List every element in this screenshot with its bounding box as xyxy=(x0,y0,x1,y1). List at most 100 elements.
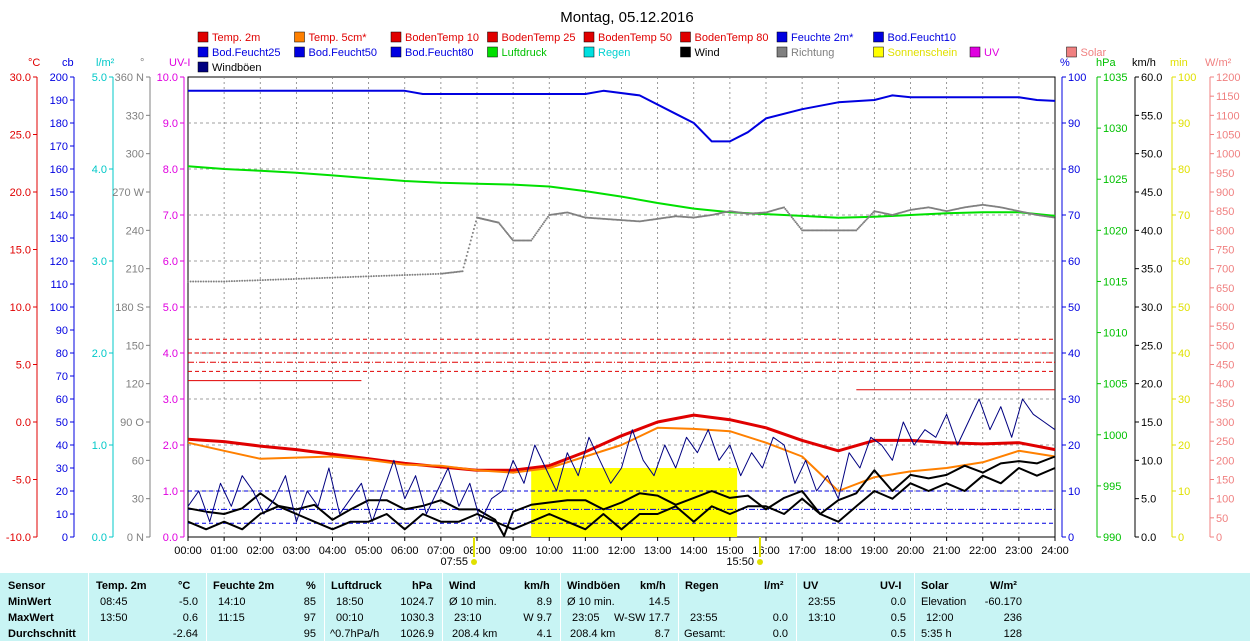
stats-wind-unit: km/h xyxy=(524,580,550,592)
x-tick-label: 23:00 xyxy=(1005,545,1033,557)
axis-tick-label-dir: 360 N xyxy=(115,72,144,84)
stats-gust-min-time: Ø 10 min. xyxy=(567,596,615,608)
axis-tick-label-temp: -10.0 xyxy=(6,532,31,544)
stats-wind-avg-value: 4.1 xyxy=(536,628,552,640)
data-point-richtung xyxy=(220,280,223,283)
data-point-richtung xyxy=(192,280,195,283)
axis-tick-label-cb: 120 xyxy=(50,256,68,268)
stats-rain-unit: l/m² xyxy=(764,580,784,592)
axis-tick-label-sun: 80 xyxy=(1178,164,1190,176)
axis-tick-label-wind: 60.0 xyxy=(1141,72,1162,84)
axis-tick-label-solar: 50 xyxy=(1216,513,1228,525)
axis-tick-label-cb: 60 xyxy=(56,394,68,406)
stats-temp-avg-value: -2.64 xyxy=(172,628,198,640)
stats-solar-elevation-value: -60.170 xyxy=(984,596,1022,608)
data-point-richtung xyxy=(390,274,393,277)
axis-tick-label-temp: 5.0 xyxy=(16,360,31,372)
stats-gust-distance: 208.4 km xyxy=(570,628,616,640)
data-point-richtung xyxy=(370,275,373,278)
stats-pressure-trend: ^0.7hPa/h xyxy=(330,628,380,640)
axis-tick-label-solar: 600 xyxy=(1216,302,1234,314)
x-tick-label: 16:00 xyxy=(752,545,780,557)
axis-tick-label-solar: 650 xyxy=(1216,283,1234,295)
stats-humidity-max-value: 97 xyxy=(303,612,316,624)
legend-label-bodentemp-10: BodenTemp 10 xyxy=(405,32,479,44)
axis-tick-label-wind: 55.0 xyxy=(1141,110,1162,122)
legend-label-uv: UV xyxy=(984,47,1000,59)
axis-tick-label-humidity: 10 xyxy=(1068,486,1080,498)
x-tick-label: 14:00 xyxy=(680,545,708,557)
axis-tick-label-temp: 20.0 xyxy=(10,187,31,199)
data-point-richtung xyxy=(323,276,326,279)
axis-tick-label-solar: 1100 xyxy=(1216,110,1240,122)
legend-label-bod-feucht10: Bod.Feucht10 xyxy=(888,32,957,44)
stats-humidity-unit: % xyxy=(306,580,316,592)
axis-tick-label-uv: 1.0 xyxy=(163,486,178,498)
legend-label-bod-feucht80: Bod.Feucht80 xyxy=(405,47,474,59)
legend-label-bod-feucht50: Bod.Feucht50 xyxy=(309,47,378,59)
data-point-richtung xyxy=(339,276,342,279)
data-point-richtung xyxy=(346,276,349,279)
chart-title: Montag, 05.12.2016 xyxy=(560,9,693,26)
data-point-richtung xyxy=(461,270,464,273)
axis-tick-label-dir: 30 xyxy=(132,494,144,506)
axis-tick-label-cb: 150 xyxy=(50,187,68,199)
weather-chart: Montag, 05.12.2016 Temp. 2m Temp. 5cm* Bod… xyxy=(6,9,1241,568)
axis-tick-label-humidity: 90 xyxy=(1068,118,1080,130)
axis-title-humidity: % xyxy=(1060,57,1070,69)
data-point-richtung xyxy=(297,277,300,280)
data-point-richtung xyxy=(442,272,445,275)
data-point-richtung xyxy=(199,280,202,283)
x-tick-label: 15:00 xyxy=(716,545,744,557)
legend-label-sonnenschein: Sonnenschein xyxy=(888,47,958,59)
legend-swatch-wind xyxy=(680,46,691,58)
data-point-richtung xyxy=(458,270,461,273)
x-tick-label: 07:00 xyxy=(427,545,455,557)
data-point-richtung xyxy=(228,280,231,283)
axis-tick-label-solar: 1050 xyxy=(1216,130,1240,142)
chart-legend: Temp. 2m Temp. 5cm* BodenTemp 10 BodenTemp … xyxy=(197,31,1107,74)
data-point-richtung xyxy=(543,221,546,224)
axis-tick-label-humidity: 60 xyxy=(1068,256,1080,268)
data-point-richtung xyxy=(256,279,259,282)
data-point-richtung xyxy=(456,270,459,273)
stats-wind-min-time: Ø 10 min. xyxy=(449,596,497,608)
axis-tick-label-cb: 140 xyxy=(50,210,68,222)
axis-tick-label-dir: 330 xyxy=(126,110,144,122)
axis-title-wind: km/h xyxy=(1132,57,1156,69)
data-point-richtung xyxy=(536,230,539,233)
stats-wind-header: Wind xyxy=(449,580,476,592)
data-point-richtung xyxy=(534,234,537,237)
legend-swatch-temp-2m xyxy=(197,31,209,43)
data-point-richtung xyxy=(464,258,467,261)
stats-uv-unit: UV-I xyxy=(880,580,902,592)
axis-tick-label-solar: 150 xyxy=(1216,475,1234,487)
data-point-richtung xyxy=(537,228,540,231)
axis-title-dir: ° xyxy=(140,57,144,69)
data-point-richtung xyxy=(544,219,547,222)
axis-tick-label-wind: 15.0 xyxy=(1141,417,1162,429)
legend-swatch-regen xyxy=(583,46,595,58)
stats-temp-header: Temp. 2m xyxy=(96,580,147,592)
stats-pressure-unit: hPa xyxy=(412,580,433,592)
data-point-richtung xyxy=(303,277,306,280)
axis-tick-label-temp: 10.0 xyxy=(10,302,31,314)
data-point-richtung xyxy=(421,273,424,276)
legend-label-luftdruck: Luftdruck xyxy=(502,47,548,59)
data-point-richtung xyxy=(212,280,215,283)
axis-tick-label-wind: 30.0 xyxy=(1141,302,1162,314)
axis-tick-label-cb: 110 xyxy=(50,279,68,291)
data-point-richtung xyxy=(357,275,360,278)
axis-tick-label-cb: 90 xyxy=(56,325,68,337)
series-line-temp-2m xyxy=(187,455,1056,537)
axis-tick-label-solar: 0 xyxy=(1216,532,1222,544)
data-point-richtung xyxy=(411,273,414,276)
axis-tick-label-pressure: 1025 xyxy=(1103,174,1127,186)
axis-tick-label-dir: 120 xyxy=(126,379,144,391)
data-point-richtung xyxy=(795,222,798,225)
legend-swatch-temp-5cm xyxy=(294,31,305,43)
stats-gust-max-value: W-SW 17.7 xyxy=(613,612,670,624)
legend-swatch-bod-feucht80 xyxy=(390,46,402,58)
data-point-richtung xyxy=(857,226,860,229)
axis-tick-label-solar: 800 xyxy=(1216,225,1234,237)
